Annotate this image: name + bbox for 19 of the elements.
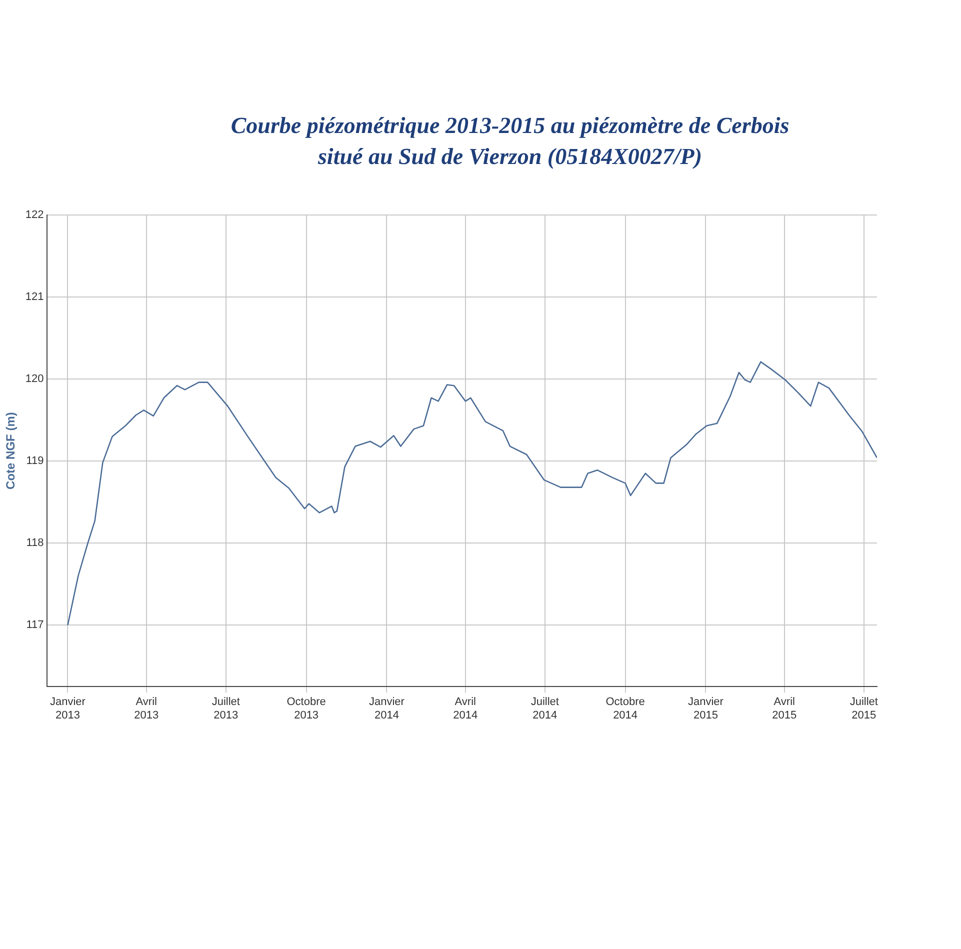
y-tick-label: 120 [25,373,44,386]
x-tick-label: Juillet 2013 [212,696,240,722]
y-tick-label: 122 [25,209,44,222]
x-tick-label: Octobre 2013 [286,696,326,722]
y-tick-label: 118 [26,537,44,550]
x-tick-label: Janvier 2013 [50,696,86,722]
x-tick-label: Juillet 2014 [530,696,559,722]
y-axis-title: Cote NGF (m) [4,412,18,490]
x-tick-label: Avril 2015 [772,696,797,722]
x-tick-label: Janvier 2014 [368,696,405,722]
y-tick-label: 119 [26,455,44,468]
chart-title: Courbe piézométrique 2013-2015 au piézomètre de Cerbois situé au Sud de Vierzon (05184X0027/P) [230,112,790,171]
x-tick-label: Avril 2014 [453,696,478,722]
x-tick-label: Janvier 2015 [688,696,724,722]
y-tick-label: 117 [26,619,44,632]
x-tick-label: Octobre 2014 [606,696,645,722]
x-tick-label: Juillet 2015 [850,696,878,722]
y-tick-label: 121 [25,291,44,304]
x-tick-label: Avril 2013 [134,696,159,722]
